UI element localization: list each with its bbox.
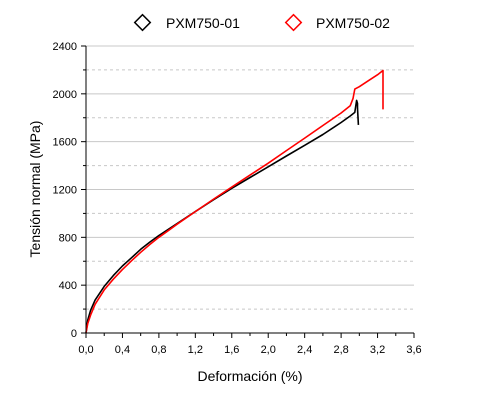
x-tick-label: 2,0 [261,344,276,356]
x-tick-label: 2,4 [297,344,312,356]
axes [81,45,415,338]
x-tick-label: 0,0 [78,344,93,356]
legend-marker-pxm750-01 [133,13,152,32]
series-lines [85,69,384,334]
y-tick-label: 1600 [53,137,77,149]
y-axis-title: Tensión normal (MPa) [27,121,43,258]
y-tick-label: 0 [71,328,77,340]
series-line-pxm750-02 [85,69,384,334]
legend-label-pxm750-01: PXM750-01 [166,15,240,31]
y-tick-label: 800 [59,232,77,244]
legend: PXM750-01 PXM750-02 [133,13,390,32]
y-tick-label: 1200 [53,185,77,197]
y-tick-label: 400 [59,280,77,292]
y-tick-labels: 0 400 800 1200 1600 2000 2400 [53,41,77,340]
x-tick-label: 1,2 [188,344,203,356]
x-tick-label: 0,4 [115,344,130,356]
legend-label-pxm750-02: PXM750-02 [316,15,390,31]
y-tick-label: 2400 [53,41,77,53]
legend-marker-pxm750-02 [284,13,303,32]
x-axis-title: Deformación (%) [197,368,302,384]
series-line-pxm750-01 [85,99,360,334]
gridlines [86,45,414,310]
y-tick-label: 2000 [53,89,77,101]
x-tick-label: 3,2 [370,344,385,356]
x-tick-label: 1,6 [224,344,239,356]
x-tick-label: 3,6 [406,344,421,356]
x-tick-label: 2,8 [333,344,348,356]
x-tick-label: 0,8 [151,344,166,356]
x-tick-labels: 0,0 0,4 0,8 1,2 1,6 2,0 2,4 2,8 3,2 3,6 [78,344,421,356]
